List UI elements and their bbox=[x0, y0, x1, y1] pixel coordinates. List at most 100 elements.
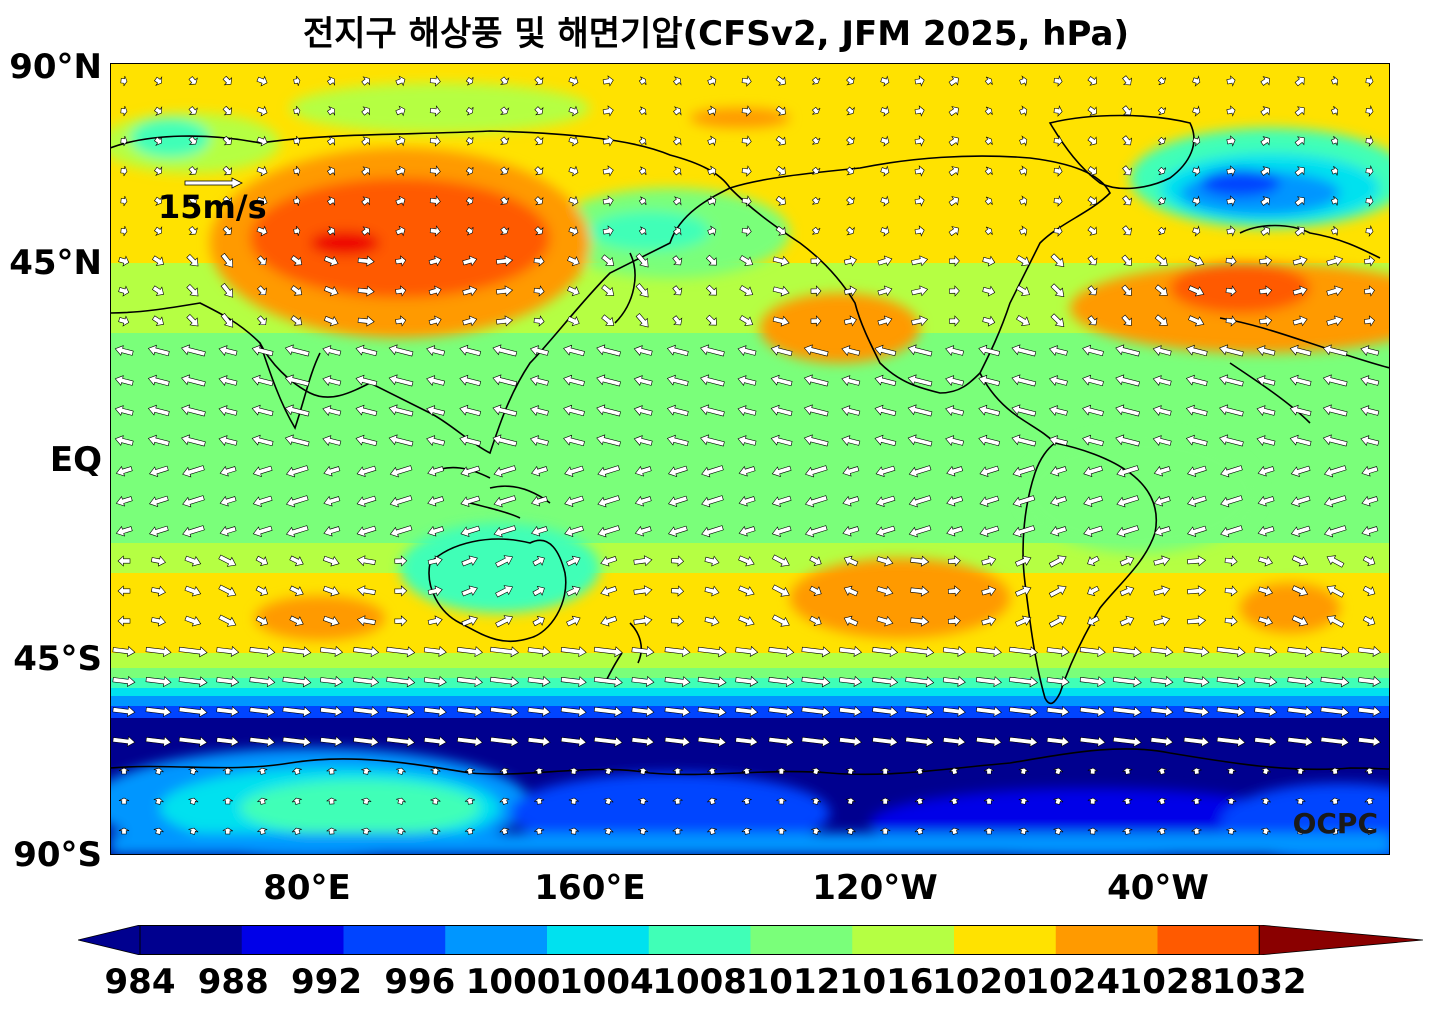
wind-arrow bbox=[631, 645, 655, 657]
wind-arrow bbox=[1187, 615, 1207, 627]
wind-arrow bbox=[914, 105, 925, 117]
wind-arrow bbox=[426, 345, 446, 356]
wind-arrow bbox=[118, 285, 130, 297]
wind-arrow bbox=[112, 675, 136, 687]
wind-arrow bbox=[499, 106, 510, 115]
wind-arrow bbox=[880, 75, 890, 87]
wind-arrow bbox=[285, 465, 309, 478]
wind-arrow bbox=[843, 555, 859, 567]
wind-arrow bbox=[490, 676, 520, 688]
wind-arrow bbox=[1291, 615, 1309, 627]
wind-arrow bbox=[566, 555, 581, 567]
wind-arrow bbox=[809, 615, 822, 627]
wind-arrow bbox=[560, 706, 587, 718]
wind-arrow bbox=[631, 735, 655, 747]
wind-arrow bbox=[984, 136, 993, 146]
wind-arrow bbox=[701, 465, 724, 478]
wind-arrow bbox=[672, 767, 683, 775]
wind-arrow bbox=[251, 404, 274, 417]
wind-arrow bbox=[323, 525, 341, 537]
wind-arrow bbox=[560, 676, 587, 688]
wind-arrow bbox=[531, 525, 548, 537]
wind-arrow bbox=[429, 225, 441, 237]
wind-arrow bbox=[1192, 225, 1201, 237]
wind-arrow bbox=[602, 75, 614, 87]
wind-arrow bbox=[1157, 76, 1166, 86]
wind-arrow bbox=[1122, 767, 1133, 775]
wind-arrow bbox=[603, 827, 614, 835]
wind-arrow bbox=[846, 196, 855, 206]
wind-arrow bbox=[673, 226, 682, 236]
wind-vectors bbox=[112, 75, 1382, 835]
wind-arrow bbox=[803, 344, 829, 357]
wind-arrow bbox=[1150, 735, 1174, 747]
wind-arrow bbox=[1087, 797, 1098, 805]
wind-arrow bbox=[735, 645, 759, 657]
wind-arrow bbox=[874, 344, 897, 357]
wind-arrow bbox=[1122, 135, 1133, 146]
colorbar-tick-label: 1028 bbox=[1118, 962, 1214, 1002]
wind-arrow bbox=[984, 76, 993, 86]
wind-arrow bbox=[285, 495, 309, 508]
wind-arrow bbox=[357, 285, 375, 297]
wind-arrow bbox=[459, 404, 482, 417]
wind-arrow bbox=[361, 76, 371, 86]
wind-arrow bbox=[1287, 736, 1314, 748]
wind-arrow bbox=[320, 705, 344, 717]
wind-arrow bbox=[1259, 285, 1273, 297]
wind-arrow bbox=[635, 313, 649, 328]
wind-arrow bbox=[395, 225, 406, 237]
wind-arrow bbox=[741, 767, 752, 775]
wind-arrow bbox=[1121, 314, 1132, 326]
wind-arrow bbox=[846, 76, 855, 86]
wind-arrow bbox=[1154, 314, 1168, 326]
wind-arrow bbox=[1256, 375, 1276, 386]
wind-arrow bbox=[1011, 434, 1037, 447]
reference-vector-arrow bbox=[184, 177, 243, 189]
wind-arrow bbox=[361, 136, 371, 146]
wind-arrow bbox=[1053, 75, 1063, 87]
wind-arrow bbox=[771, 465, 792, 477]
wind-arrow bbox=[154, 196, 163, 206]
wind-arrow bbox=[1079, 676, 1106, 688]
wind-arrow bbox=[1188, 315, 1205, 327]
wind-arrow bbox=[1122, 225, 1133, 236]
wind-arrow bbox=[1363, 315, 1375, 327]
colorbar-tick-label: 1004 bbox=[559, 962, 654, 1002]
wind-arrow bbox=[112, 735, 136, 747]
pressure-wind-map: 15m/s OCPC bbox=[110, 63, 1390, 855]
wind-arrow bbox=[568, 225, 579, 237]
wind-arrow bbox=[496, 285, 514, 297]
wind-arrow bbox=[1050, 465, 1067, 477]
wind-arrow bbox=[1053, 165, 1063, 177]
wind-arrow bbox=[1050, 253, 1065, 268]
wind-arrow bbox=[395, 255, 407, 267]
wind-arrow bbox=[1157, 226, 1166, 236]
wind-arrow bbox=[701, 525, 724, 538]
wind-arrow bbox=[1019, 225, 1028, 237]
wind-arrow bbox=[811, 136, 821, 145]
wind-arrow bbox=[638, 136, 647, 146]
wind-arrow bbox=[596, 404, 621, 417]
wind-arrow bbox=[1322, 374, 1348, 387]
wind-arrow bbox=[388, 374, 414, 387]
wind-arrow bbox=[638, 196, 647, 206]
wind-arrow bbox=[671, 585, 685, 597]
wind-arrow bbox=[456, 706, 483, 718]
wind-arrow bbox=[1187, 525, 1207, 537]
wind-arrow bbox=[1294, 226, 1305, 237]
wind-arrow bbox=[428, 315, 442, 327]
wind-arrow bbox=[1322, 434, 1348, 447]
wind-arrow bbox=[396, 767, 406, 775]
wind-arrow bbox=[1083, 525, 1103, 537]
wind-arrow bbox=[1192, 75, 1201, 87]
lat-label-90n: 90°N bbox=[9, 47, 102, 87]
wind-arrow bbox=[947, 615, 961, 627]
wind-arrow bbox=[914, 195, 925, 207]
wind-arrow bbox=[490, 736, 520, 748]
wind-arrow bbox=[872, 736, 899, 748]
wind-arrow bbox=[527, 675, 551, 687]
wind-arrow bbox=[948, 226, 959, 237]
wind-arrow bbox=[768, 676, 795, 688]
wind-arrow bbox=[1053, 827, 1064, 835]
